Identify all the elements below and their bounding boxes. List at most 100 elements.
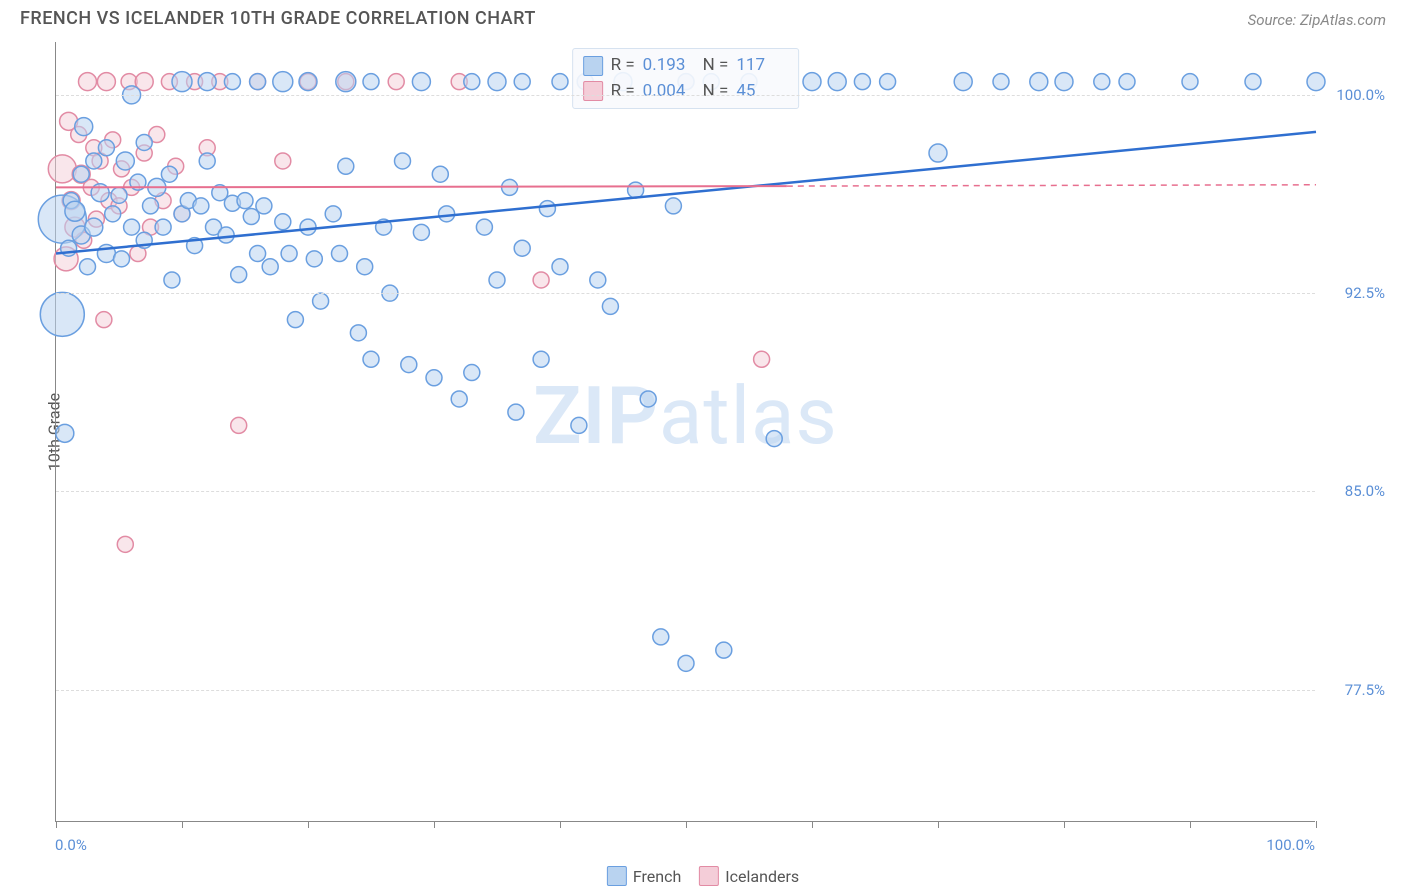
x-tick — [434, 821, 435, 828]
scatter-point — [1119, 74, 1135, 90]
source-label: Source: ZipAtlas.com — [1248, 11, 1386, 29]
legend-item[interactable]: French — [607, 866, 681, 886]
scatter-point — [48, 155, 76, 183]
legend-swatch — [607, 866, 627, 886]
stats-n: 117 — [736, 53, 788, 79]
scatter-point — [143, 198, 159, 214]
scatter-point — [395, 153, 411, 169]
y-tick-label: 85.0% — [1345, 482, 1385, 500]
scatter-point — [336, 72, 356, 92]
scatter-point — [275, 214, 291, 230]
scatter-point — [237, 193, 253, 209]
legend-swatch — [699, 866, 719, 886]
scatter-point — [172, 72, 192, 92]
scatter-point — [1094, 74, 1110, 90]
gridline — [56, 491, 1315, 492]
scatter-point — [665, 198, 681, 214]
scatter-point — [281, 246, 297, 262]
gridline — [56, 690, 1315, 691]
plot-area: ZIPatlas R =0.193 N =117 R =0.004 N =45 … — [55, 42, 1315, 822]
scatter-point — [198, 73, 216, 91]
stats-r: 0.004 — [643, 79, 695, 105]
scatter-point — [193, 198, 209, 214]
stats-swatch — [583, 81, 603, 101]
scatter-point — [1307, 73, 1325, 91]
y-tick-label: 100.0% — [1336, 86, 1385, 104]
scatter-point — [1030, 73, 1048, 91]
x-tick — [1190, 821, 1191, 828]
scatter-point — [105, 206, 121, 222]
scatter-point — [306, 251, 322, 267]
scatter-point — [56, 424, 74, 442]
scatter-point — [1245, 74, 1261, 90]
scatter-point — [602, 298, 618, 314]
scatter-point — [590, 272, 606, 288]
source-link[interactable]: ZipAtlas.com — [1300, 11, 1386, 29]
plot-wrap: 10th Grade ZIPatlas R =0.193 N =117 R =0… — [55, 42, 1385, 822]
scatter-point — [124, 219, 140, 235]
scatter-point — [116, 152, 134, 170]
scatter-point — [716, 642, 732, 658]
scatter-point — [86, 153, 102, 169]
x-min-label: 0.0% — [55, 836, 87, 854]
scatter-point — [80, 259, 96, 275]
scatter-point — [40, 292, 84, 336]
scatter-point — [65, 201, 85, 221]
scatter-point — [476, 219, 492, 235]
stats-row: R =0.193 N =117 — [583, 53, 789, 79]
scatter-point — [552, 74, 568, 90]
chart-title: FRENCH VS ICELANDER 10TH GRADE CORRELATI… — [20, 8, 536, 29]
scatter-point — [653, 629, 669, 645]
scatter-point — [803, 73, 821, 91]
x-tick — [686, 821, 687, 828]
scatter-point — [929, 144, 947, 162]
regression-line-dashed — [787, 185, 1316, 186]
scatter-point — [114, 251, 130, 267]
legend-label: Icelanders — [725, 867, 799, 886]
x-tick — [308, 821, 309, 828]
scatter-point — [85, 218, 103, 236]
legend-item[interactable]: Icelanders — [699, 866, 799, 886]
scatter-point — [552, 259, 568, 275]
scatter-point — [363, 74, 379, 90]
scatter-point — [1055, 73, 1073, 91]
scatter-point — [275, 153, 291, 169]
y-tick-label: 92.5% — [1345, 284, 1385, 302]
regression-line — [56, 186, 787, 187]
scatter-point — [828, 73, 846, 91]
x-tick — [1316, 821, 1317, 828]
scatter-point — [539, 201, 555, 217]
scatter-point — [488, 73, 506, 91]
scatter-point — [993, 74, 1009, 90]
scatter-point — [96, 312, 112, 328]
scatter-point — [854, 74, 870, 90]
scatter-point — [412, 73, 430, 91]
scatter-point — [218, 227, 234, 243]
legend-label: French — [633, 867, 681, 886]
scatter-point — [75, 118, 93, 136]
scatter-point — [533, 351, 549, 367]
scatter-point — [231, 267, 247, 283]
scatter-point — [954, 73, 972, 91]
scatter-point — [136, 134, 152, 150]
stats-r: 0.193 — [643, 53, 695, 79]
scatter-point — [363, 351, 379, 367]
stats-box: R =0.193 N =117 R =0.004 N =45 — [572, 48, 800, 109]
stats-n: 45 — [736, 79, 788, 105]
y-tick-label: 77.5% — [1345, 681, 1385, 699]
scatter-point — [514, 240, 530, 256]
scatter-point — [350, 325, 366, 341]
scatter-point — [262, 259, 278, 275]
x-max-label: 100.0% — [1266, 836, 1315, 854]
scatter-point — [111, 187, 127, 203]
x-tick — [938, 821, 939, 828]
x-tick — [56, 821, 57, 828]
scatter-point — [300, 219, 316, 235]
scatter-point — [880, 74, 896, 90]
stats-swatch — [583, 56, 603, 76]
gridline — [56, 95, 1315, 96]
gridline — [56, 293, 1315, 294]
scatter-point — [338, 158, 354, 174]
scatter-point — [413, 224, 429, 240]
plot-svg — [56, 42, 1316, 822]
